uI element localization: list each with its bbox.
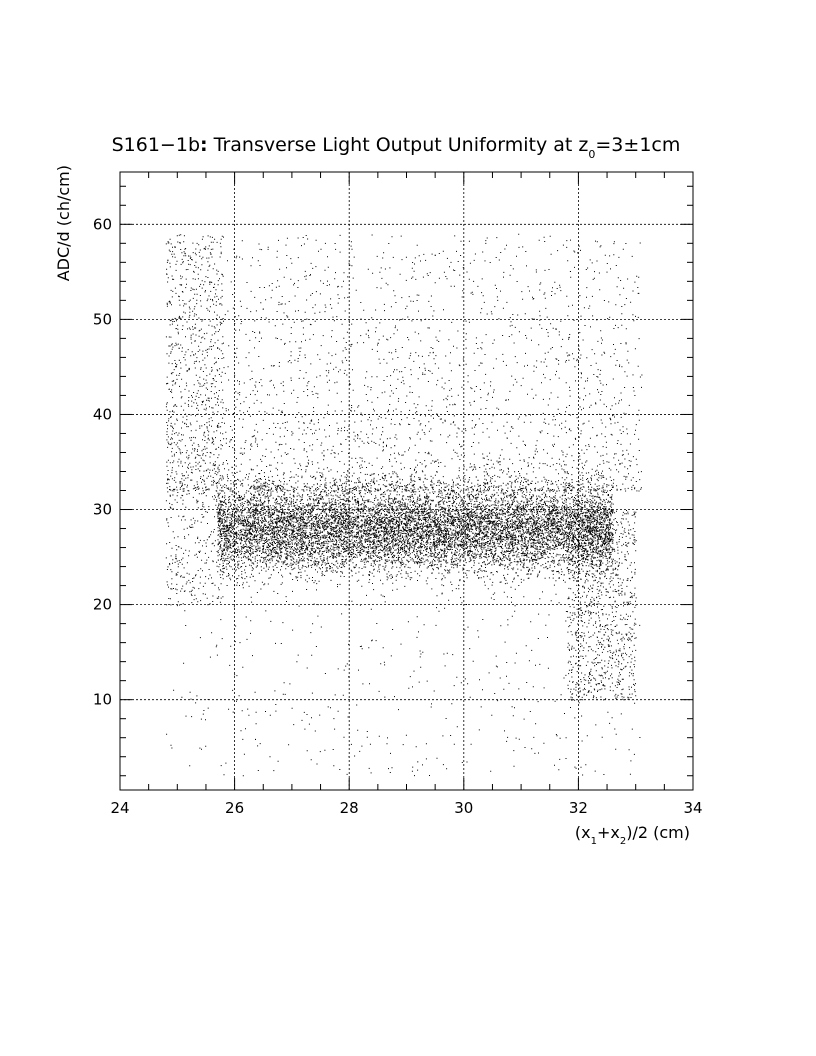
y-tick-label: 50 <box>93 310 112 328</box>
y-tick-label: 30 <box>93 501 112 519</box>
x-tick-label: 34 <box>683 799 702 817</box>
y-tick-label: 10 <box>93 691 112 709</box>
x-tick-label: 26 <box>225 799 244 817</box>
x-tick-label: 24 <box>110 799 129 817</box>
scatter-points <box>165 233 643 777</box>
axes <box>119 171 694 791</box>
y-tick-label: 20 <box>93 596 112 614</box>
y-tick-label: 60 <box>93 215 112 233</box>
tick-labels: 24 26 28 30 32 34 10 20 30 40 50 60 <box>93 215 703 817</box>
y-tick-label: 40 <box>93 405 112 423</box>
x-label-part-1: (x <box>575 823 591 842</box>
x-tick-label: 32 <box>569 799 588 817</box>
x-label-part-3: )/2 (cm) <box>626 823 690 842</box>
y-axis-label: ADC/d (ch/cm) <box>54 165 73 281</box>
x-label-sub-1: 1 <box>591 836 597 847</box>
title-subscript: 0 <box>588 148 595 161</box>
title-middle: Transverse Light Output Uniformity at z <box>208 134 589 156</box>
title-suffix: =3±1cm <box>595 134 680 156</box>
x-tick-label: 28 <box>340 799 359 817</box>
data-points <box>165 233 643 777</box>
x-label-part-2: +x <box>597 823 620 842</box>
title-colon: : <box>200 134 208 156</box>
plot-frame <box>119 171 694 791</box>
x-axis-label: (x1+x2)/2 (cm) <box>575 823 690 847</box>
grid-lines <box>120 172 693 790</box>
x-label-sub-2: 2 <box>620 836 626 847</box>
x-tick-label: 30 <box>454 799 473 817</box>
chart-title: S161−1b: Transverse Light Output Uniform… <box>112 134 681 161</box>
title-prefix: S161−1b <box>112 134 200 156</box>
